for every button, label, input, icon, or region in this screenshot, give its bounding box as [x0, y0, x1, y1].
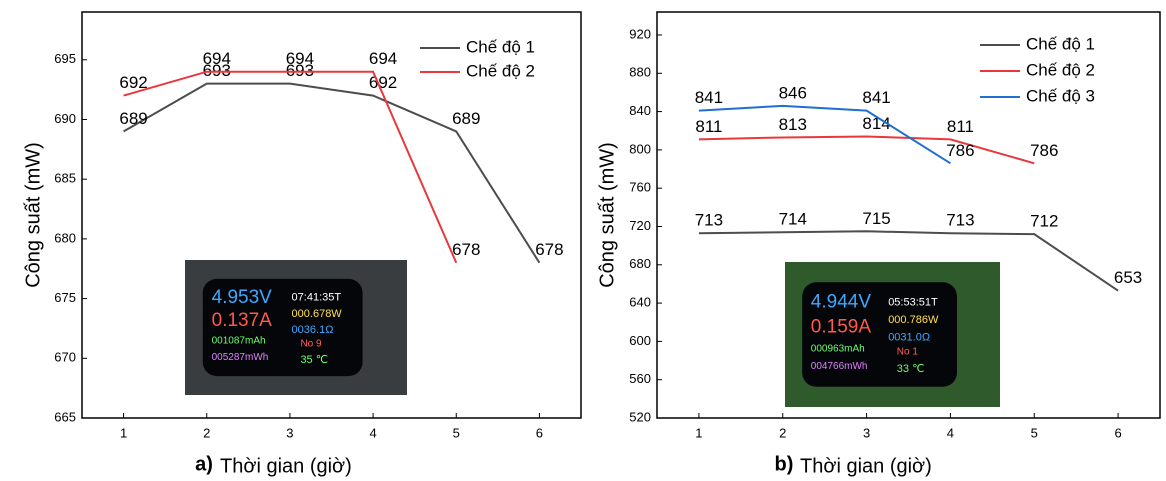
- data-label: 813: [779, 115, 807, 134]
- data-label: 786: [946, 141, 974, 160]
- data-label: 811: [695, 117, 722, 136]
- data-label: 653: [1114, 268, 1142, 287]
- inset-text: 05:53:51T: [888, 297, 938, 309]
- y-tick-label: 695: [54, 51, 76, 66]
- y-tick-label: 665: [54, 409, 76, 424]
- x-axis-label: Thời gian (giờ): [220, 455, 352, 477]
- inset-text: 07:41:35T: [292, 292, 342, 304]
- y-tick-label: 690: [54, 111, 76, 126]
- inset-text: 4.944V: [811, 292, 872, 313]
- data-label: 678: [452, 240, 480, 259]
- plot-frame: [81, 11, 582, 419]
- data-label: 715: [862, 209, 890, 228]
- y-tick-label: 685: [54, 171, 76, 186]
- data-label: 841: [862, 88, 890, 107]
- data-label: 694: [286, 49, 314, 68]
- inset-text: No 1: [897, 347, 919, 358]
- inset-screen: [802, 282, 957, 387]
- y-tick-label: 800: [629, 141, 651, 156]
- inset-text: 004766mWh: [811, 361, 868, 372]
- x-tick-label: 4: [947, 425, 954, 440]
- x-axis-label: Thời gian (giờ): [800, 455, 932, 477]
- x-tick-label: 3: [863, 425, 870, 440]
- y-tick-label: 840: [629, 103, 651, 118]
- series-line: [698, 104, 951, 165]
- inset-text: No 9: [300, 338, 322, 349]
- data-label: 811: [947, 117, 974, 136]
- y-tick-label: 640: [629, 295, 651, 310]
- legend-label: Chế độ 3: [1026, 86, 1095, 105]
- y-tick-label: 720: [629, 218, 651, 233]
- panel-label: a): [195, 453, 213, 475]
- y-tick-label: 675: [54, 290, 76, 305]
- data-label: 693: [286, 61, 314, 80]
- y-tick-label: 920: [629, 26, 651, 41]
- x-tick-label: 6: [536, 425, 543, 440]
- data-label: 694: [203, 49, 231, 68]
- inset-text: 000.678W: [292, 308, 343, 320]
- inset-text: 000963mAh: [811, 344, 865, 355]
- series-line: [123, 82, 541, 264]
- data-label: 689: [452, 109, 480, 128]
- inset-text: 0.159A: [811, 316, 872, 337]
- x-tick-label: 2: [203, 425, 210, 440]
- y-tick-label: 760: [629, 180, 651, 195]
- series-line: [698, 230, 1119, 292]
- y-tick-label: 520: [629, 409, 651, 424]
- y-tick-label: 680: [629, 256, 651, 271]
- inset-text: 001087mAh: [212, 336, 266, 347]
- x-tick-label: 2: [779, 425, 786, 440]
- y-tick-label: 670: [54, 350, 76, 365]
- y-tick-label: 560: [629, 371, 651, 386]
- legend-label: Chế độ 2: [466, 61, 535, 80]
- inset-text: 33 ℃: [897, 363, 925, 375]
- data-label: 689: [119, 109, 147, 128]
- y-tick-label: 880: [629, 65, 651, 80]
- legend-label: Chế độ 1: [1026, 34, 1095, 53]
- legend-label: Chế độ 2: [1026, 60, 1095, 79]
- legend-label: Chế độ 1: [466, 37, 535, 56]
- inset-text: 0036.1Ω: [292, 324, 334, 336]
- data-label: 678: [535, 240, 563, 259]
- x-tick-label: 3: [286, 425, 293, 440]
- inset-text: 0031.0Ω: [888, 331, 930, 343]
- data-label: 712: [1030, 212, 1058, 231]
- chart-panel: 4.953V 07:41:35T 0.137A 000.678W 0036.1Ω 0010…: [22, 11, 582, 477]
- inset-text: 005287mWh: [212, 352, 269, 363]
- data-label: 846: [779, 83, 807, 102]
- data-label: 814: [862, 114, 890, 133]
- data-label: 714: [779, 210, 807, 229]
- inset-text: 35 ℃: [300, 354, 328, 366]
- data-label: 841: [695, 88, 723, 107]
- x-tick-label: 6: [1114, 425, 1121, 440]
- y-tick-label: 600: [629, 333, 651, 348]
- x-tick-label: 1: [695, 425, 702, 440]
- data-label: 692: [369, 73, 397, 92]
- inset-text: 0.137A: [212, 310, 273, 331]
- x-tick-label: 5: [453, 425, 460, 440]
- data-label: 713: [946, 211, 974, 230]
- inset-text: 000.786W: [888, 314, 939, 326]
- inset-text: 4.953V: [212, 287, 273, 308]
- series-line: [123, 70, 458, 264]
- chart-panel: 4.944V 05:53:51T 0.159A 000.786W 0031.0Ω 0009…: [596, 11, 1161, 477]
- data-label: 693: [203, 61, 231, 80]
- x-tick-label: 4: [369, 425, 376, 440]
- series-line: [698, 135, 1035, 165]
- y-tick-label: 680: [54, 230, 76, 245]
- data-label: 694: [369, 49, 397, 68]
- panel-label: b): [775, 453, 794, 475]
- x-tick-label: 1: [120, 425, 127, 440]
- y-axis-label: Công suất (mW): [596, 142, 618, 288]
- plot-frame: [656, 11, 1161, 419]
- data-label: 713: [695, 211, 723, 230]
- inset-screen: [202, 278, 363, 377]
- y-axis-label: Công suất (mW): [22, 142, 44, 288]
- x-tick-label: 5: [1031, 425, 1038, 440]
- data-label: 786: [1030, 141, 1058, 160]
- data-label: 692: [119, 73, 147, 92]
